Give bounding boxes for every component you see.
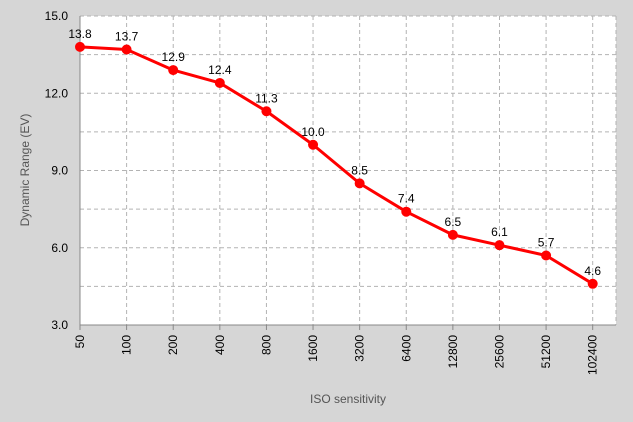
data-label: 13.7 xyxy=(115,29,139,43)
data-point xyxy=(75,41,85,52)
y-tick-label: 15.0 xyxy=(45,9,69,23)
x-tick-label: 200 xyxy=(166,335,180,355)
data-label: 7.4 xyxy=(398,192,415,206)
y-axis-ticks: 3.0 6.0 9.0 12.0 15.0 xyxy=(45,9,69,332)
data-label: 6.5 xyxy=(445,215,462,229)
data-point xyxy=(447,229,458,240)
data-point xyxy=(401,206,412,217)
data-label: 10.0 xyxy=(301,125,325,139)
x-tick-label: 25600 xyxy=(492,335,506,369)
x-tick-label: 51200 xyxy=(539,335,553,369)
y-axis-title: Dynamic Range (EV) xyxy=(18,114,32,227)
data-point xyxy=(308,139,319,150)
data-label: 11.3 xyxy=(255,91,278,105)
x-tick-label: 800 xyxy=(259,335,273,355)
data-label: 12.4 xyxy=(208,63,232,77)
x-tick-label: 12800 xyxy=(446,335,460,369)
data-points xyxy=(75,41,598,289)
series-line xyxy=(79,45,594,286)
data-point xyxy=(168,65,179,76)
data-label: 6.1 xyxy=(491,225,508,239)
x-tick-label: 100 xyxy=(120,335,134,355)
data-label: 13.8 xyxy=(68,27,92,41)
grid xyxy=(79,15,617,326)
data-point xyxy=(261,106,272,117)
y-tick-label: 9.0 xyxy=(51,164,68,178)
x-tick-label: 50 xyxy=(73,335,87,349)
y-tick-label: 6.0 xyxy=(51,241,68,255)
data-label: 5.7 xyxy=(538,235,555,249)
data-point xyxy=(541,250,552,261)
x-tick-label: 102400 xyxy=(586,335,600,375)
data-label: 8.5 xyxy=(351,163,368,177)
y-tick-label: 12.0 xyxy=(45,86,69,100)
x-tick-label: 1600 xyxy=(306,335,320,362)
data-point xyxy=(494,240,505,251)
data-label: 4.6 xyxy=(584,264,601,278)
x-axis-ticks: 50 100 200 400 800 1600 3200 6400 12800 25600 5120… xyxy=(73,325,600,375)
data-label: 12.9 xyxy=(162,50,186,64)
x-tick-label: 3200 xyxy=(353,335,367,362)
data-point xyxy=(121,44,132,55)
data-point xyxy=(354,178,365,189)
x-axis-title: ISO sensitivity xyxy=(310,392,386,406)
x-tick-label: 400 xyxy=(213,335,227,355)
data-labels: 13.8 13.7 12.9 12.4 11.3 10.0 8.5 7.4 6.5 6.1 5.7 4… xyxy=(68,27,601,278)
data-point xyxy=(214,77,225,88)
y-tick-label: 3.0 xyxy=(51,318,68,332)
x-tick-label: 6400 xyxy=(399,335,413,362)
data-point xyxy=(587,278,598,289)
